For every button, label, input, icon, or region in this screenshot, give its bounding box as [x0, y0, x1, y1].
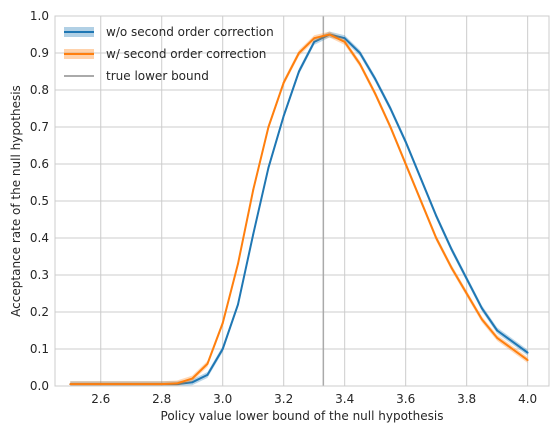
series-point-w-correction	[206, 362, 209, 365]
series-point-w-correction	[191, 377, 194, 380]
series-point-w-correction	[313, 37, 316, 40]
y-tick-label: 0.1	[30, 342, 49, 356]
series-point-wo-correction	[313, 41, 316, 43]
series-point-w-correction	[359, 63, 361, 65]
series-point-wo-correction	[389, 107, 392, 110]
x-tick-label: 3.4	[335, 392, 354, 406]
series-point-wo-correction	[221, 348, 224, 350]
series-point-w-correction	[511, 348, 514, 350]
series-point-w-correction	[160, 383, 163, 386]
series-point-wo-correction	[404, 140, 407, 143]
series-point-wo-correction	[374, 78, 377, 80]
series-point-w-correction	[343, 41, 346, 43]
plot-frame	[54, 15, 550, 387]
y-tick-label: 0.7	[30, 120, 49, 134]
series-point-w-correction	[450, 266, 453, 269]
series-point-wo-correction	[206, 374, 209, 376]
series-point-wo-correction	[511, 340, 514, 343]
series-point-w-correction	[176, 382, 178, 385]
series-w-correction	[69, 31, 529, 386]
series-point-w-correction	[298, 52, 300, 54]
series-point-w-correction	[420, 200, 422, 202]
legend-label-true-lower-bound: true lower bound	[106, 69, 209, 83]
y-tick-label: 0.6	[30, 157, 49, 171]
series-point-w-correction	[465, 292, 468, 295]
series-point-wo-correction	[282, 115, 285, 117]
series-point-wo-correction	[252, 233, 255, 236]
y-axis-label: Acceptance rate of the null hypothesis	[9, 85, 23, 317]
series-point-wo-correction	[343, 37, 346, 40]
series-point-w-correction	[328, 33, 331, 36]
series-point-wo-correction	[526, 351, 529, 354]
series-line-w-correction	[70, 33, 529, 386]
y-tick-label: 0.0	[30, 379, 49, 393]
series-point-w-correction	[496, 337, 499, 339]
series-point-wo-correction	[237, 303, 239, 306]
series-point-wo-correction	[191, 381, 194, 384]
y-tick-label: 0.9	[30, 46, 49, 60]
series-point-w-correction	[404, 163, 407, 165]
x-tick-label: 3.6	[396, 392, 415, 406]
series-point-w-correction	[237, 263, 239, 265]
series-point-w-correction	[282, 81, 285, 84]
series-point-w-correction	[252, 189, 255, 191]
series-point-w-correction	[130, 383, 133, 386]
y-tick-label: 0.4	[30, 231, 49, 245]
series-point-wo-correction	[298, 70, 300, 73]
tick-labels: 2.6 2.8 3.0 3.2 3.4 3.6 3.8 4.0 0.0 0.1 0.2 0.3 0.4 0…	[30, 9, 537, 406]
series-point-wo-correction	[465, 277, 468, 280]
series-point-w-correction	[69, 383, 72, 386]
x-tick-label: 2.8	[152, 392, 171, 406]
series-line-wo-correction	[70, 33, 529, 386]
series-point-w-correction	[99, 383, 102, 386]
x-tick-label: 2.6	[91, 392, 110, 406]
series-point-wo-correction	[481, 307, 483, 310]
series-point-wo-correction	[450, 248, 453, 251]
series-point-wo-correction	[435, 214, 438, 217]
series-point-w-correction	[374, 92, 377, 95]
x-tick-label: 3.0	[213, 392, 232, 406]
y-tick-label: 0.2	[30, 305, 49, 319]
series-point-w-correction	[481, 318, 483, 321]
series-point-wo-correction	[267, 166, 270, 169]
legend-label-wo: w/o second order correction	[106, 25, 274, 39]
series-point-wo-correction	[496, 329, 499, 332]
x-tick-label: 4.0	[518, 392, 537, 406]
series-point-w-correction	[389, 126, 392, 128]
legend: w/o second order correction w/ second or…	[64, 25, 274, 83]
series-point-w-correction	[267, 126, 270, 128]
series-point-w-correction	[435, 237, 438, 239]
x-tick-label: 3.8	[457, 392, 476, 406]
legend-label-w: w/ second order correction	[106, 47, 266, 61]
y-tick-label: 0.3	[30, 268, 49, 282]
series-point-w-correction	[221, 322, 224, 324]
x-tick-label: 3.2	[274, 392, 293, 406]
x-axis-label: Policy value lower bound of the null hyp…	[161, 409, 444, 423]
y-tick-label: 1.0	[30, 9, 49, 23]
series-point-wo-correction	[359, 52, 361, 54]
y-tick-label: 0.8	[30, 83, 49, 97]
series-point-wo-correction	[420, 177, 422, 180]
series-group	[69, 31, 529, 386]
series-point-w-correction	[526, 359, 529, 361]
y-tick-label: 0.5	[30, 194, 49, 208]
